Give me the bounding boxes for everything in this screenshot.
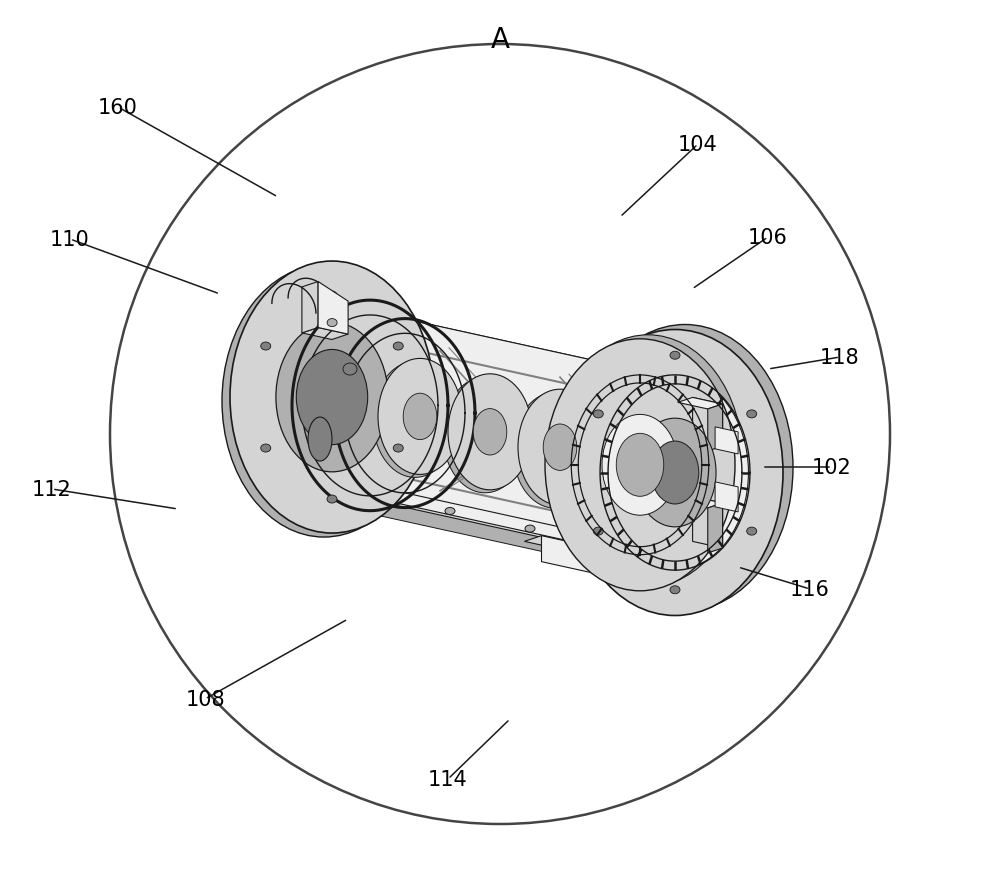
Polygon shape	[664, 381, 686, 565]
Polygon shape	[321, 481, 686, 565]
Ellipse shape	[443, 377, 527, 494]
Polygon shape	[542, 536, 629, 581]
Ellipse shape	[403, 394, 437, 440]
Text: 118: 118	[820, 348, 860, 368]
Polygon shape	[560, 544, 598, 554]
Ellipse shape	[577, 325, 793, 611]
Ellipse shape	[361, 480, 373, 488]
Ellipse shape	[593, 527, 603, 535]
Polygon shape	[345, 479, 388, 489]
Ellipse shape	[261, 342, 271, 350]
Ellipse shape	[327, 495, 337, 503]
Polygon shape	[622, 555, 665, 566]
Polygon shape	[305, 478, 710, 570]
Ellipse shape	[327, 319, 337, 328]
Ellipse shape	[747, 410, 757, 418]
Ellipse shape	[616, 434, 664, 497]
Text: A: A	[491, 26, 510, 54]
Ellipse shape	[448, 375, 532, 490]
Ellipse shape	[525, 526, 535, 533]
Polygon shape	[678, 398, 723, 409]
Text: 102: 102	[812, 457, 852, 477]
Text: 160: 160	[98, 98, 138, 118]
Ellipse shape	[567, 330, 783, 616]
Polygon shape	[693, 398, 723, 447]
Text: 106: 106	[748, 228, 788, 248]
Ellipse shape	[595, 541, 605, 547]
Ellipse shape	[572, 534, 586, 545]
Ellipse shape	[545, 340, 735, 591]
Ellipse shape	[651, 441, 699, 504]
Polygon shape	[321, 306, 343, 489]
Ellipse shape	[230, 262, 434, 534]
Ellipse shape	[638, 556, 650, 564]
Polygon shape	[678, 497, 723, 508]
Text: 116: 116	[790, 580, 830, 600]
Polygon shape	[302, 328, 348, 340]
Ellipse shape	[553, 335, 743, 587]
Polygon shape	[611, 555, 629, 587]
Polygon shape	[715, 482, 738, 513]
Ellipse shape	[602, 375, 748, 570]
Text: 108: 108	[185, 689, 225, 709]
Ellipse shape	[650, 553, 660, 560]
Polygon shape	[321, 314, 664, 565]
Ellipse shape	[747, 527, 757, 535]
Ellipse shape	[308, 418, 332, 461]
Polygon shape	[708, 503, 723, 554]
Ellipse shape	[375, 493, 385, 500]
Polygon shape	[302, 282, 318, 334]
Polygon shape	[715, 428, 738, 454]
Ellipse shape	[261, 445, 271, 453]
Ellipse shape	[666, 547, 678, 555]
Ellipse shape	[393, 342, 403, 350]
Ellipse shape	[513, 393, 597, 508]
Polygon shape	[708, 405, 723, 451]
Ellipse shape	[670, 586, 680, 594]
Ellipse shape	[543, 425, 577, 471]
Ellipse shape	[333, 489, 345, 497]
Ellipse shape	[602, 415, 678, 515]
Ellipse shape	[378, 359, 462, 474]
Text: 114: 114	[428, 769, 468, 789]
Ellipse shape	[473, 409, 507, 455]
Ellipse shape	[593, 410, 603, 418]
Polygon shape	[305, 490, 710, 582]
Ellipse shape	[393, 445, 403, 453]
Ellipse shape	[445, 507, 455, 515]
Ellipse shape	[327, 292, 337, 300]
Ellipse shape	[518, 390, 602, 506]
Ellipse shape	[634, 419, 716, 527]
Text: 110: 110	[50, 229, 90, 249]
Polygon shape	[650, 546, 692, 556]
Ellipse shape	[373, 362, 457, 478]
Ellipse shape	[670, 352, 680, 360]
Polygon shape	[335, 478, 710, 573]
Polygon shape	[343, 306, 686, 557]
Polygon shape	[318, 282, 348, 335]
Polygon shape	[321, 306, 686, 388]
Text: 112: 112	[32, 480, 72, 500]
Ellipse shape	[296, 350, 368, 445]
Ellipse shape	[276, 323, 388, 472]
Polygon shape	[317, 488, 360, 499]
Text: 104: 104	[678, 135, 718, 155]
Ellipse shape	[222, 266, 426, 537]
Polygon shape	[693, 497, 723, 548]
Polygon shape	[524, 536, 629, 561]
Ellipse shape	[343, 363, 357, 375]
